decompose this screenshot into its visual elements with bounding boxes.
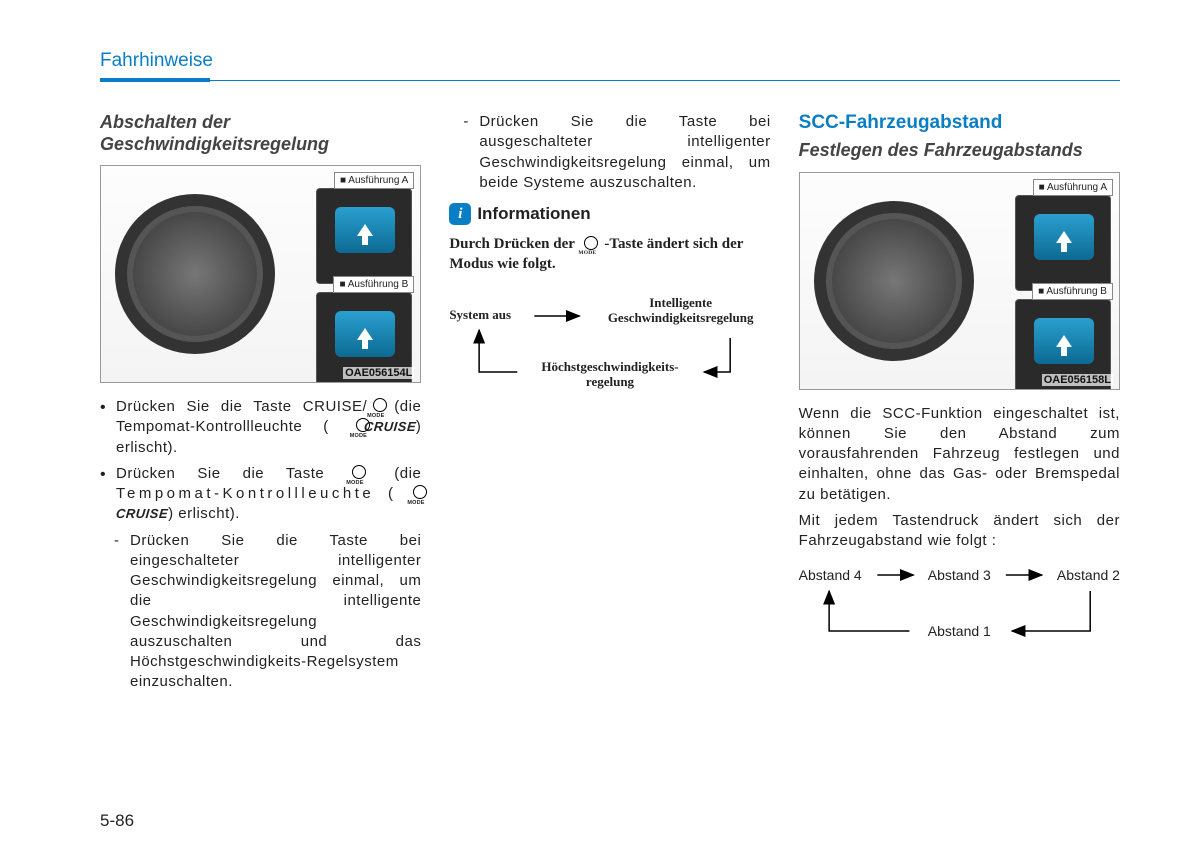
bullet-item: Drücken Sie die Taste CRUISE/ (die Tempo…: [100, 397, 421, 458]
info-text: Durch Drücken der -Taste ändert sich der…: [449, 235, 770, 274]
dash-item: Drücken Sie die Taste bei ausgeschaltete…: [449, 112, 770, 193]
mode-icon: [578, 236, 604, 254]
cruise-indicator: CRUISE: [115, 505, 169, 523]
mode-button-icon: [335, 311, 395, 357]
section-title: SCC-Fahrzeugabstand: [799, 112, 1120, 134]
paragraph: Wenn die SCC-Funktion eingeschaltet ist,…: [799, 404, 1120, 505]
section-title: Abschalten der Geschwindigkeitsregelung: [100, 112, 421, 155]
page-header: Fahrhinweise: [100, 50, 1120, 72]
distance-cycle-diagram: Abstand 4 Abstand 3 Abstand 2 Abstand 1: [799, 557, 1120, 657]
paragraph: Mit jedem Tastendruck ändert sich der Fa…: [799, 511, 1120, 552]
button-panel: [1015, 195, 1111, 291]
cruise-indicator: CRUISE: [363, 418, 417, 436]
mode-cycle-diagram: System aus IntelligenteGeschwindigkeitsr…: [449, 290, 770, 410]
arrows-icon: [449, 290, 770, 410]
distance-button-icon: [1034, 214, 1094, 260]
speedometer-icon: [367, 398, 383, 416]
figure-label: ■ Ausführung A: [334, 172, 414, 189]
column-right: SCC-Fahrzeugabstand Festlegen des Fahrze…: [799, 112, 1120, 699]
bullet-item: Drücken Sie die Taste (die Tempomat-Kont…: [100, 464, 421, 525]
button-panel: [316, 188, 412, 284]
column-left: Abschalten der Geschwindigkeitsregelung …: [100, 112, 421, 699]
cruise-button-icon: [335, 207, 395, 253]
figure-label: ■ Ausführung B: [1032, 283, 1113, 300]
info-title: Informationen: [477, 204, 590, 224]
figure-steering-wheel-2: ■ Ausführung A ■ Ausführung B OAE056158L: [799, 172, 1120, 390]
speedometer-icon: [407, 485, 421, 503]
figure-label: ■ Ausführung B: [333, 276, 414, 293]
header-rule: [100, 78, 1120, 82]
steering-wheel-icon: [814, 201, 974, 361]
page-number: 5-86: [100, 811, 134, 831]
figure-steering-wheel-1: ■ Ausführung A ■ Ausführung B OAE056154L: [100, 165, 421, 383]
steering-wheel-icon: [115, 194, 275, 354]
image-code: OAE056158L: [1042, 374, 1113, 386]
figure-label: ■ Ausführung A: [1033, 179, 1113, 196]
mode-icon: [346, 465, 372, 483]
arrows-icon: [799, 557, 1120, 657]
section-subtitle: Festlegen des Fahrzeugabstands: [799, 140, 1120, 162]
dash-item: Drücken Sie die Taste bei eingeschaltete…: [100, 531, 421, 693]
speedometer-icon: [350, 418, 364, 436]
distance-button-icon: [1034, 318, 1094, 364]
info-icon: i: [449, 203, 471, 225]
info-heading: i Informationen: [449, 203, 770, 225]
column-middle: Drücken Sie die Taste bei ausgeschaltete…: [449, 112, 770, 699]
image-code: OAE056154L: [343, 367, 414, 379]
